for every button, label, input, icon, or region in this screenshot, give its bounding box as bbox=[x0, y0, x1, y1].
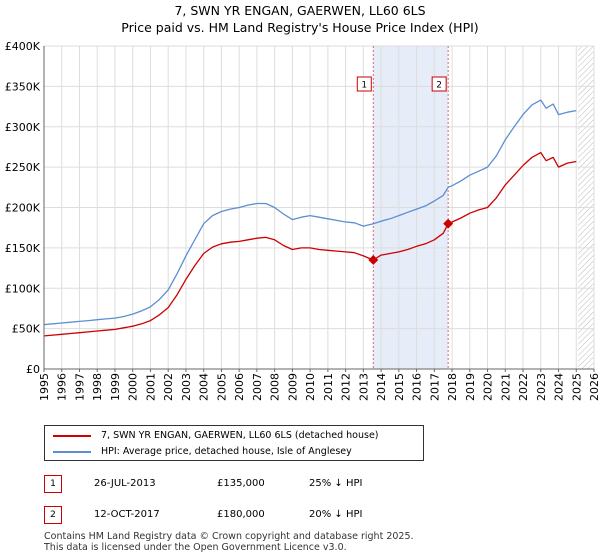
y-tick-label: £400K bbox=[5, 40, 41, 53]
x-tick-label: 2008 bbox=[269, 373, 282, 401]
x-tick-label: 2005 bbox=[215, 373, 228, 401]
x-tick-label: 2004 bbox=[198, 373, 211, 401]
y-tick-label: £50K bbox=[12, 323, 41, 336]
legend-swatch-hpi bbox=[53, 451, 91, 453]
y-tick-label: £300K bbox=[5, 121, 41, 134]
legend-item-price-paid: 7, SWN YR ENGAN, GAERWEN, LL60 6LS (deta… bbox=[53, 428, 379, 444]
legend-label-hpi: HPI: Average price, detached house, Isle… bbox=[101, 446, 352, 457]
x-tick-label: 1996 bbox=[56, 373, 69, 401]
x-tick-label: 1995 bbox=[38, 373, 51, 401]
sale-label-text: 2 bbox=[436, 81, 442, 91]
x-tick-label: 2026 bbox=[588, 373, 600, 401]
x-tick-label: 2009 bbox=[286, 373, 299, 401]
legend-swatch-price-paid bbox=[53, 435, 91, 437]
legend-item-hpi: HPI: Average price, detached house, Isle… bbox=[53, 444, 352, 460]
x-tick-label: 2024 bbox=[553, 373, 566, 401]
y-tick-label: £200K bbox=[5, 202, 41, 215]
footer-copyright: Contains HM Land Registry data © Crown c… bbox=[44, 531, 414, 542]
x-tick-label: 2010 bbox=[304, 373, 317, 401]
x-tick-label: 2000 bbox=[127, 373, 140, 401]
x-tick-label: 2016 bbox=[411, 373, 424, 401]
x-tick-label: 2001 bbox=[144, 373, 157, 401]
sale-date: 26-JUL-2013 bbox=[94, 475, 156, 493]
footer-license: This data is licensed under the Open Gov… bbox=[44, 542, 414, 553]
x-tick-label: 1998 bbox=[91, 373, 104, 401]
x-tick-label: 2006 bbox=[233, 373, 246, 401]
x-tick-label: 2003 bbox=[180, 373, 193, 401]
sale-hpi-diff: 25% ↓ HPI bbox=[309, 475, 362, 493]
x-tick-label: 2002 bbox=[162, 373, 175, 401]
x-tick-label: 2019 bbox=[464, 373, 477, 401]
legend-label-price-paid: 7, SWN YR ENGAN, GAERWEN, LL60 6LS (deta… bbox=[101, 430, 379, 441]
x-tick-label: 2018 bbox=[446, 373, 459, 401]
y-tick-label: £100K bbox=[5, 282, 41, 295]
x-tick-label: 2022 bbox=[517, 373, 530, 401]
x-tick-label: 1997 bbox=[73, 373, 86, 401]
sale-number-badge: 1 bbox=[44, 475, 62, 493]
x-tick-label: 2017 bbox=[428, 373, 441, 401]
sale-hpi-diff: 20% ↓ HPI bbox=[309, 506, 362, 524]
x-tick-label: 2011 bbox=[322, 373, 335, 401]
x-tick-label: 1999 bbox=[109, 373, 122, 401]
x-tick-label: 2007 bbox=[251, 373, 264, 401]
x-tick-label: 2025 bbox=[570, 373, 583, 401]
sale-date: 12-OCT-2017 bbox=[94, 506, 160, 524]
x-tick-label: 2021 bbox=[499, 373, 512, 401]
sale-price: £180,000 bbox=[217, 506, 265, 524]
x-tick-label: 2023 bbox=[535, 373, 548, 401]
footer: Contains HM Land Registry data © Crown c… bbox=[44, 531, 414, 553]
x-tick-label: 2015 bbox=[393, 373, 406, 401]
x-tick-label: 2014 bbox=[375, 373, 388, 401]
sale-price: £135,000 bbox=[217, 475, 265, 493]
sale-label-text: 1 bbox=[361, 81, 367, 91]
y-tick-label: £150K bbox=[5, 242, 41, 255]
x-tick-label: 2012 bbox=[340, 373, 353, 401]
sale-number-badge: 2 bbox=[44, 506, 62, 524]
y-tick-label: £350K bbox=[5, 80, 41, 93]
x-tick-label: 2020 bbox=[482, 373, 495, 401]
legend: 7, SWN YR ENGAN, GAERWEN, LL60 6LS (deta… bbox=[44, 425, 424, 461]
x-tick-label: 2013 bbox=[357, 373, 370, 401]
y-tick-label: £250K bbox=[5, 161, 41, 174]
